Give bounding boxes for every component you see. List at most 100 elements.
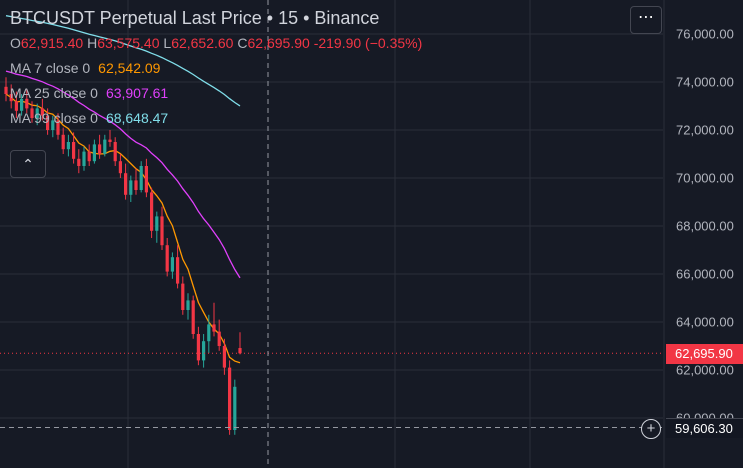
candle-body [66, 142, 70, 150]
candle-body [150, 192, 154, 231]
ma25-value: 63,907.61 [105, 85, 169, 101]
candle [113, 137, 117, 166]
candle-body [77, 158, 81, 166]
more-options-button[interactable]: ⋯ [630, 6, 662, 34]
high-label: H [87, 35, 98, 51]
candle [82, 146, 86, 171]
ma99-value: 68,648.47 [105, 110, 169, 126]
candle-body [129, 180, 133, 195]
candle [98, 134, 102, 159]
candle [14, 91, 18, 118]
candle [4, 77, 8, 102]
chevron-up-icon: ⌃ [22, 156, 34, 172]
candle [25, 89, 29, 114]
ma99-label: MA 99 close 0 [10, 110, 98, 126]
candle-body [207, 324, 211, 342]
candle [144, 158, 148, 198]
candle-body [103, 139, 107, 154]
chart-legend: BTCUSDT Perpetual Last Price • 15 • Bina… [10, 8, 422, 126]
ma25-legend[interactable]: MA 25 close 0 63,907.61 [10, 85, 422, 101]
plus-circle-icon: + [646, 420, 656, 437]
moving-average-lines [5, 15, 241, 364]
candle [72, 132, 76, 164]
candle [196, 326, 200, 366]
change-value: -219.90 (−0.35%) [313, 35, 423, 51]
candle-body [228, 367, 232, 430]
y-tick-label: 72,000.00 [676, 123, 734, 138]
open-label: O [10, 35, 21, 51]
candle-body [144, 166, 148, 193]
candle [30, 101, 34, 123]
candle [233, 379, 237, 435]
candle-body [134, 180, 138, 190]
candle-body [61, 134, 65, 150]
candle [222, 338, 226, 375]
candle [238, 332, 242, 355]
open-value: 62,915.40 [20, 35, 84, 51]
ma7-line [5, 93, 241, 364]
low-label: L [163, 35, 172, 51]
candle [155, 211, 159, 243]
ma7-value: 62,542.09 [98, 60, 161, 76]
candle [66, 134, 70, 157]
candle-body [212, 324, 216, 332]
candle [103, 134, 107, 157]
candle-body [56, 120, 60, 135]
candle [20, 94, 24, 116]
candle-body [9, 94, 13, 102]
more-dots-icon: ⋯ [638, 9, 654, 26]
candle [191, 295, 195, 339]
candle-body [87, 151, 91, 162]
candle-body [202, 341, 206, 361]
price-lines [0, 0, 663, 468]
candle [51, 115, 55, 138]
candle-body [14, 101, 18, 111]
low-value: 62,652.60 [171, 35, 234, 51]
candle [160, 206, 164, 250]
candle [9, 84, 13, 109]
ma99-legend[interactable]: MA 99 close 0 68,648.47 [10, 110, 422, 126]
candle-body [98, 144, 102, 154]
candle-body [108, 139, 112, 142]
add-alert-button[interactable]: + [641, 419, 661, 439]
candle-body [72, 142, 76, 159]
y-tick-label: 74,000.00 [676, 75, 734, 90]
candle-body [118, 161, 122, 174]
price-axis[interactable]: 60,000.0062,000.0064,000.0066,000.0068,0… [676, 27, 734, 426]
ma25-label: MA 25 close 0 [10, 85, 98, 101]
y-tick-label: 66,000.00 [676, 267, 734, 282]
candle-body [124, 173, 128, 195]
candle [217, 319, 221, 351]
candle-body [113, 142, 117, 162]
candle [118, 154, 122, 178]
candle-body [155, 216, 159, 231]
candle [129, 175, 133, 202]
candle-body [40, 108, 44, 116]
candle-body [196, 334, 200, 361]
close-label: C [237, 35, 248, 51]
collapse-legend-button[interactable]: ⌃ [10, 150, 46, 178]
close-value: 62,695.90 [247, 35, 310, 51]
candle [40, 98, 44, 121]
candle [92, 139, 96, 164]
symbol-title[interactable]: BTCUSDT Perpetual Last Price • 15 • Bina… [10, 8, 380, 28]
candle [228, 360, 232, 435]
candle-body [165, 245, 169, 272]
candle [207, 314, 211, 354]
y-tick-label: 64,000.00 [676, 315, 734, 330]
ma7-legend[interactable]: MA 7 close 0 62,542.09 [10, 60, 422, 76]
candle [186, 293, 190, 320]
candle [35, 103, 39, 126]
candle [124, 163, 128, 200]
last-price-label: 62,695.90 [666, 344, 743, 364]
candle [176, 245, 180, 289]
y-tick-label: 62,000.00 [676, 363, 734, 378]
candle-body [186, 300, 190, 310]
candle-body [46, 115, 50, 130]
ma25-line [5, 70, 241, 279]
candle [46, 108, 50, 135]
candle-body [233, 386, 237, 430]
candle-body [176, 257, 180, 284]
